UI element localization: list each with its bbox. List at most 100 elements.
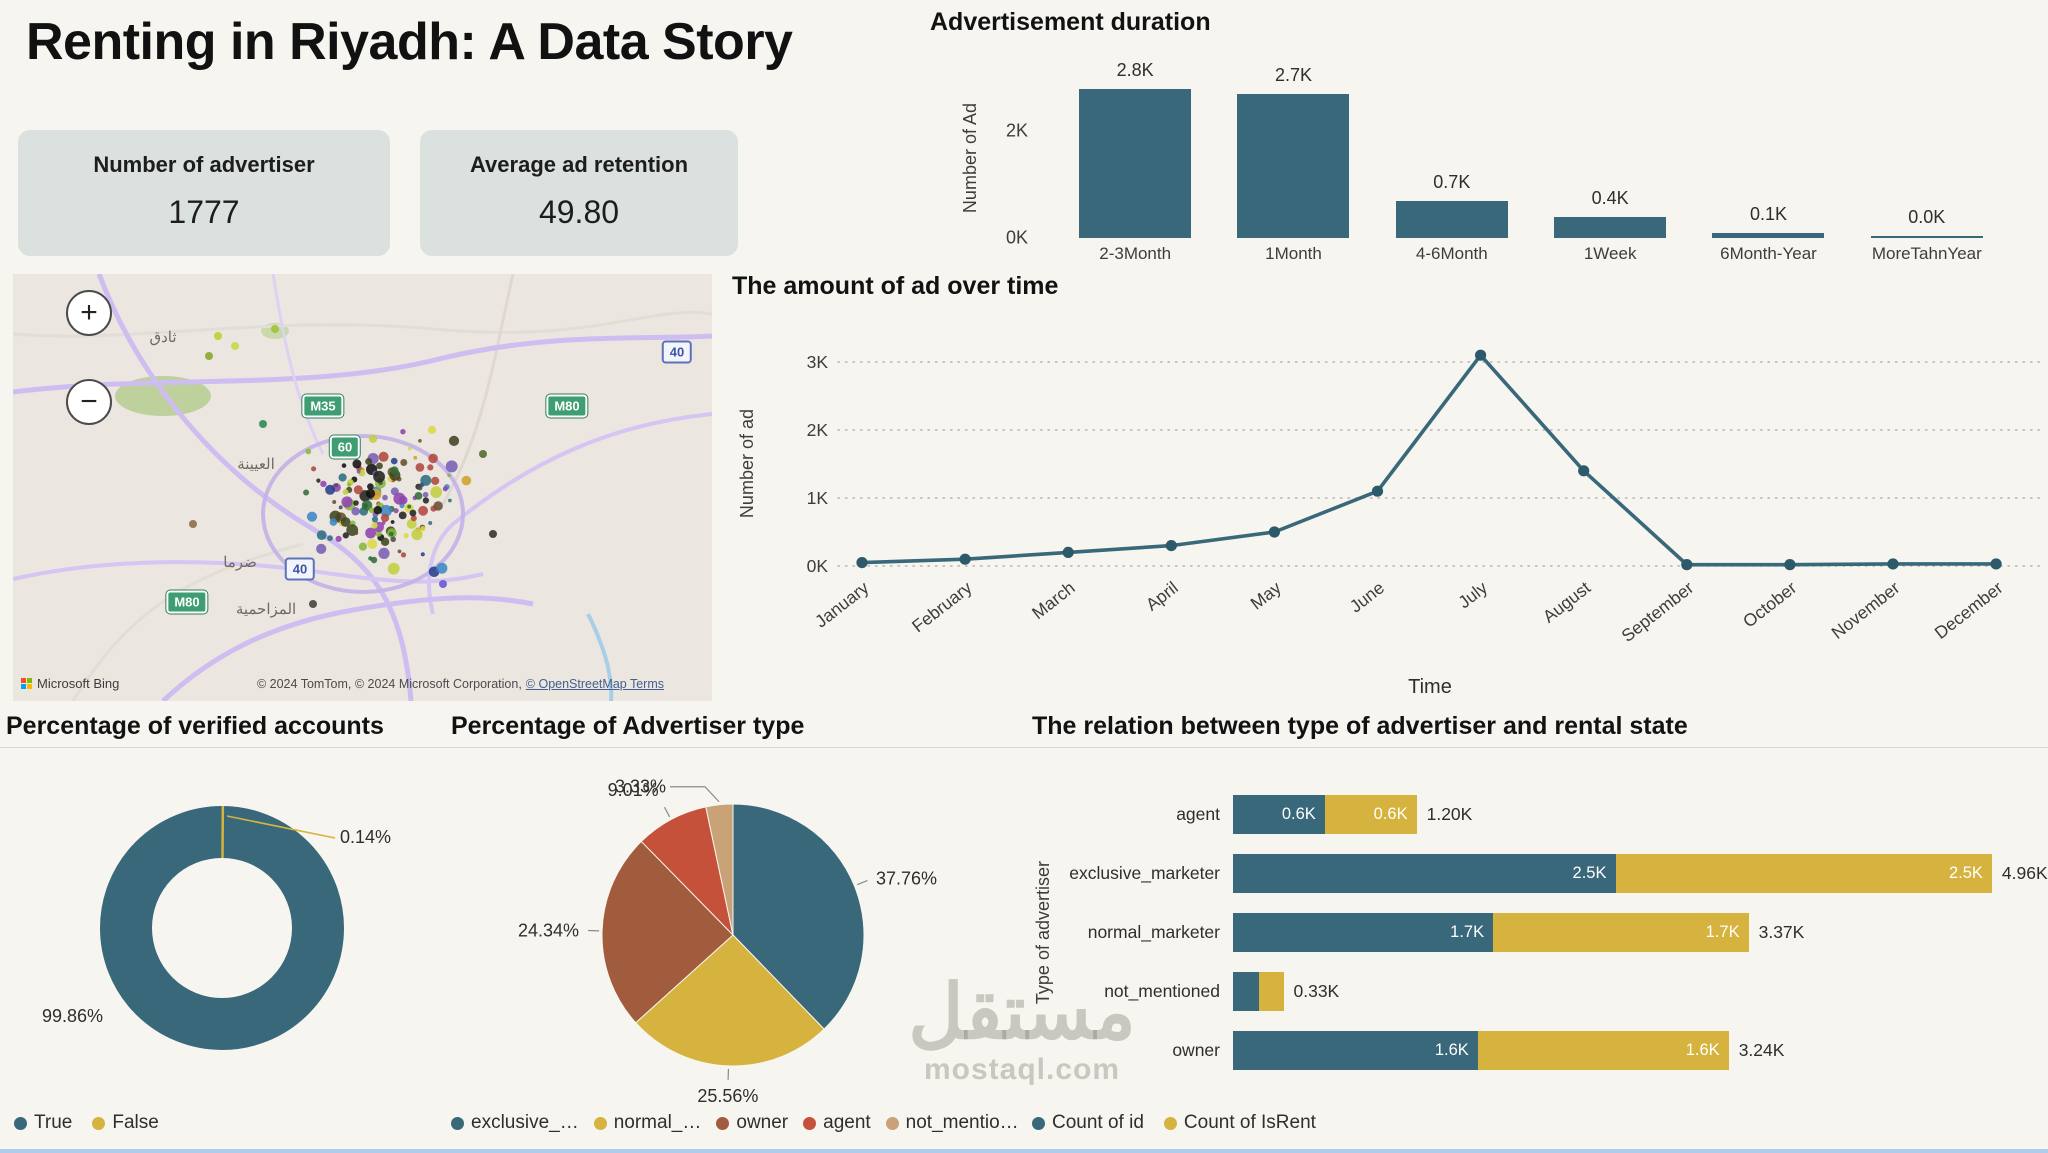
legend-item[interactable]: Count of IsRent xyxy=(1163,1112,1316,1134)
legend-swatch-icon xyxy=(716,1116,730,1130)
legend-item[interactable]: exclusive_… xyxy=(451,1112,579,1134)
bar-column[interactable]: 2.8K 2-3Month xyxy=(1056,60,1214,263)
bar-category-label: 6Month-Year xyxy=(1720,244,1817,263)
bar-segment[interactable]: 0.6K xyxy=(1233,795,1325,834)
donut-chart-verified[interactable]: 0.14% 99.86% xyxy=(40,770,440,1100)
bar-segment[interactable] xyxy=(1259,972,1284,1011)
legend-item[interactable]: normal_… xyxy=(593,1112,702,1134)
bar[interactable] xyxy=(1079,88,1192,238)
svg-text:July: July xyxy=(1454,577,1491,612)
svg-text:37.76%: 37.76% xyxy=(876,868,937,888)
y-tick-label: 0K xyxy=(1005,227,1028,248)
bar-category-label: 1Week xyxy=(1583,244,1637,263)
bar-segment[interactable]: 2.5K xyxy=(1233,854,1616,893)
map-graphic xyxy=(13,274,712,701)
legend-label: exclusive_… xyxy=(471,1112,579,1133)
bar-chart-y-ticks: 0K 2K xyxy=(986,78,1028,248)
bar-segment[interactable]: 1.7K xyxy=(1493,913,1749,952)
legend-label: normal_… xyxy=(613,1112,702,1133)
bing-logo: Microsoft Bing xyxy=(21,676,119,691)
bar-value-label: 0.7K xyxy=(1433,171,1471,192)
svg-text:April: April xyxy=(1142,577,1182,614)
bar-segment[interactable] xyxy=(1233,972,1259,1011)
svg-text:24.34%: 24.34% xyxy=(518,920,579,940)
donut-chart-title: Percentage of verified accounts xyxy=(6,712,384,740)
legend-swatch-icon xyxy=(451,1116,464,1130)
segment-value-label: 1.6K xyxy=(1434,1041,1469,1059)
bar-segment[interactable]: 1.6K xyxy=(1477,1031,1729,1070)
bar[interactable] xyxy=(1395,200,1508,238)
svg-text:September: September xyxy=(1617,577,1697,646)
legend-item[interactable]: Count of id xyxy=(1032,1112,1144,1134)
map-place-label: ثادق xyxy=(149,329,177,346)
kpi-label: Average ad retention xyxy=(469,152,689,177)
svg-text:0K: 0K xyxy=(807,556,829,576)
map-attribution-text: © 2024 TomTom, © 2024 Microsoft Corporat… xyxy=(256,677,522,691)
bar-category-label: MoreTahnYear xyxy=(1871,244,1982,263)
svg-text:0.14%: 0.14% xyxy=(340,827,391,847)
microsoft-logo-icon xyxy=(21,678,32,689)
kpi-card-advertisers[interactable]: Number of advertiser 1777 xyxy=(18,130,390,256)
stacked-bar-row: owner 1.6K 1.6K 3.24K xyxy=(1030,1031,2048,1070)
line-chart-ad-over-time[interactable]: The amount of ad over time Number of ad … xyxy=(730,268,2048,720)
legend-item[interactable]: owner xyxy=(716,1112,788,1134)
legend-item[interactable]: True xyxy=(14,1112,72,1134)
svg-text:3K: 3K xyxy=(807,352,829,372)
bar[interactable] xyxy=(1554,216,1667,238)
map-zoom-in-button[interactable]: + xyxy=(66,290,112,336)
stacked-bar-chart[interactable]: Type of advertiser agent 0.6K 0.6K 1.20K exc… xyxy=(1030,768,2048,1103)
bar-column[interactable]: 0.7K 4-6Month xyxy=(1373,78,1531,263)
bar[interactable] xyxy=(1870,236,1983,238)
legend-label: Count of id xyxy=(1052,1112,1144,1133)
legend-swatch-icon xyxy=(593,1116,607,1130)
stacked-bar-row: exclusive_marketer 2.5K 2.5K 4.96K xyxy=(1030,854,2048,893)
bar-chart-title: Advertisement duration xyxy=(930,8,1211,36)
total-label: 4.96K xyxy=(2001,863,2048,883)
segment-value-label: 0.6K xyxy=(1373,805,1408,823)
legend-item[interactable]: not_mentio… xyxy=(885,1112,1019,1134)
svg-text:February: February xyxy=(908,577,976,636)
road-shield: 40 xyxy=(284,557,316,581)
bar-column[interactable]: 0.4K 1Week xyxy=(1531,78,1689,263)
svg-text:3.33%: 3.33% xyxy=(615,777,666,797)
bar-column[interactable]: 0.1K 6Month-Year xyxy=(1689,78,1847,263)
bar[interactable] xyxy=(1237,94,1350,238)
map-place-label: العيينة xyxy=(237,456,275,473)
map-attribution: © 2024 TomTom, © 2024 Microsoft Corporat… xyxy=(257,677,664,691)
bar-value-label: 0.4K xyxy=(1591,187,1629,208)
page-title: Renting in Riyadh: A Data Story xyxy=(26,13,793,71)
svg-text:25.56%: 25.56% xyxy=(697,1086,758,1105)
legend-item[interactable]: agent xyxy=(803,1112,871,1134)
segment-value-label: 2.5K xyxy=(1572,864,1607,882)
riyadh-map[interactable]: + − Microsoft Bing © 2024 TomTom, © 2024… xyxy=(13,274,712,701)
bar-column[interactable]: 2.7K 1Month xyxy=(1214,65,1372,263)
stacked-bar-row: not_mentioned 0.33K xyxy=(1030,972,2048,1011)
bar[interactable] xyxy=(1712,232,1825,238)
kpi-card-retention[interactable]: Average ad retention 49.80 xyxy=(420,130,738,256)
legend-verified: True False xyxy=(14,1112,159,1134)
kpi-label: Number of advertiser xyxy=(93,152,315,177)
bar-segment[interactable]: 1.6K xyxy=(1233,1031,1478,1070)
bar-segment[interactable]: 1.7K xyxy=(1233,913,1494,952)
segment-value-label: 0.6K xyxy=(1281,805,1316,823)
map-zoom-out-button[interactable]: − xyxy=(66,379,112,425)
bar-column[interactable]: 0.0K MoreTahnYear xyxy=(1848,78,2006,263)
svg-text:May: May xyxy=(1246,577,1285,613)
bar-segment[interactable]: 2.5K xyxy=(1615,854,1992,893)
legend-item[interactable]: False xyxy=(92,1112,159,1134)
y-tick-label: 2K xyxy=(1005,120,1028,141)
svg-text:1K: 1K xyxy=(807,488,829,508)
legend-rental-state: Count of id Count of IsRent xyxy=(1032,1112,1316,1134)
svg-text:November: November xyxy=(1828,577,1904,643)
listing-dots-cluster xyxy=(189,325,497,608)
category-label: owner xyxy=(1172,1040,1220,1060)
segment-value-label: 1.7K xyxy=(1450,923,1485,941)
svg-text:9.01%: 9.01% xyxy=(608,780,659,800)
map-attribution-link[interactable]: © OpenStreetMap Terms xyxy=(525,677,664,691)
bar-segment[interactable]: 0.6K xyxy=(1324,795,1417,834)
bar-chart-ad-duration[interactable]: Advertisement duration Number of Ad 0K 2K… xyxy=(928,2,2046,270)
bar-category-label: 4-6Month xyxy=(1415,244,1488,263)
pie-chart-advertiser-type[interactable]: 37.76% 25.56% 24.34% 9.01%3.33% xyxy=(450,770,1010,1105)
map-place-label: ضرما xyxy=(223,554,257,571)
legend-advertiser-type: exclusive_… normal_… owner agent not_mentio… xyxy=(451,1112,1019,1134)
